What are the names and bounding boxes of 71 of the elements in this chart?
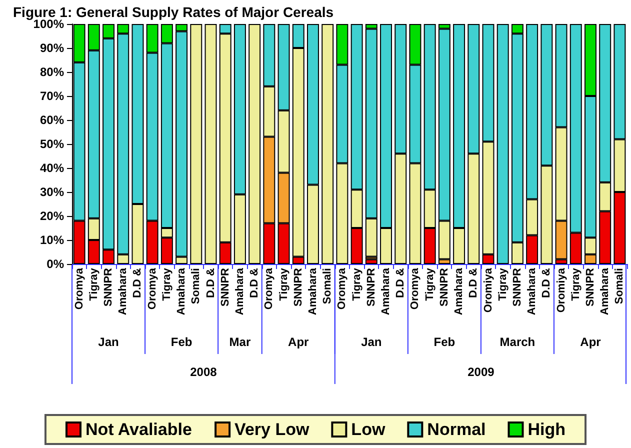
x-tick-label: SNNPR bbox=[102, 268, 115, 307]
y-tick-label: 30% bbox=[40, 185, 64, 199]
text: Feb bbox=[170, 335, 192, 349]
x-tick-label: Tigray bbox=[496, 267, 509, 301]
bar bbox=[248, 24, 261, 264]
x-tick-label: SNNPR bbox=[219, 268, 232, 307]
text: Mar bbox=[229, 335, 251, 349]
text: Jan bbox=[98, 335, 119, 349]
x-tick-label: Oromya bbox=[73, 267, 86, 310]
x-tick-label: Amahara bbox=[599, 267, 612, 316]
x-tick-label: Oromiya bbox=[555, 267, 568, 313]
x-tick-label: Somali bbox=[190, 268, 202, 304]
chart-title: Figure 1: General Supply Rates of Major Cereals bbox=[13, 4, 334, 20]
text: Apr bbox=[580, 335, 602, 349]
x-tick-label: SNNPR bbox=[438, 268, 450, 307]
x-tick-label: D.D & bbox=[468, 268, 480, 298]
x-tick-label: Oromiya bbox=[482, 267, 494, 313]
y-tick-label: 70% bbox=[40, 89, 64, 103]
y-tick-label: 10% bbox=[40, 233, 64, 247]
bar bbox=[190, 24, 202, 264]
y-tick-label: 100% bbox=[33, 17, 64, 31]
x-tick-label: Amahara bbox=[306, 267, 319, 316]
x-tick-label: Somali bbox=[614, 268, 626, 304]
x-tick-label: D.D & bbox=[132, 268, 144, 298]
x-tick-label: Amahara bbox=[380, 267, 392, 316]
text: March bbox=[500, 335, 536, 349]
x-tick-label: Tigray bbox=[570, 267, 582, 301]
x-tick-label: Amahara bbox=[526, 267, 538, 316]
y-tick-label: 50% bbox=[40, 137, 64, 151]
x-tick-label: Oromya bbox=[336, 267, 348, 310]
x-tick-label: Oromya bbox=[146, 267, 158, 310]
x-tick-label: Somali bbox=[322, 268, 334, 304]
x-tick-label: SNNPR bbox=[365, 268, 378, 307]
bar bbox=[496, 24, 509, 264]
legend-label: Not Avaliable bbox=[85, 420, 192, 439]
x-tick-label: D.D & bbox=[394, 268, 407, 298]
x-tick-label: Amahara bbox=[176, 267, 188, 316]
y-tick-label: 40% bbox=[40, 161, 64, 175]
y-tick-label: 0% bbox=[46, 257, 64, 271]
x-tick-label: D.D & bbox=[540, 268, 553, 298]
x-tick-label: Tigray bbox=[278, 267, 290, 301]
x-tick-label: Tigray bbox=[88, 267, 100, 301]
x-tick-label: Tigray bbox=[424, 267, 436, 301]
x-tick-label: Amahara bbox=[117, 267, 130, 316]
x-tick-label: Oromya bbox=[263, 267, 276, 310]
legend-label: Normal bbox=[427, 420, 486, 439]
x-tick-label: SNNPR bbox=[584, 268, 596, 307]
x-tick-label: Tigray bbox=[160, 267, 173, 301]
legend-label: High bbox=[528, 420, 566, 439]
bar bbox=[204, 24, 217, 264]
bar bbox=[365, 259, 378, 264]
x-tick-label: D.D & bbox=[248, 268, 261, 298]
x-tick-label: Amahara bbox=[234, 267, 246, 316]
x-tick-label: Amahara bbox=[453, 267, 466, 316]
text: Apr bbox=[288, 335, 310, 349]
text: 2009 bbox=[468, 365, 495, 379]
legend-label: Very Low bbox=[234, 420, 310, 439]
x-tick-label: Tigray bbox=[350, 267, 363, 301]
x-tick-label: D.D & bbox=[204, 268, 217, 298]
text: Feb bbox=[434, 335, 456, 349]
y-tick-label: 60% bbox=[40, 113, 64, 127]
x-tick-label: SNNPR bbox=[511, 268, 524, 307]
x-tick-label: SNNPR bbox=[292, 268, 304, 307]
text: Jan bbox=[361, 335, 382, 349]
y-tick-label: 80% bbox=[40, 65, 64, 79]
y-tick-label: 20% bbox=[40, 209, 64, 223]
text: 2008 bbox=[190, 365, 218, 379]
bar bbox=[322, 24, 334, 264]
x-tick-label: Oromya bbox=[409, 267, 422, 310]
y-tick-label: 90% bbox=[40, 41, 64, 55]
legend-label: Low bbox=[351, 420, 386, 439]
